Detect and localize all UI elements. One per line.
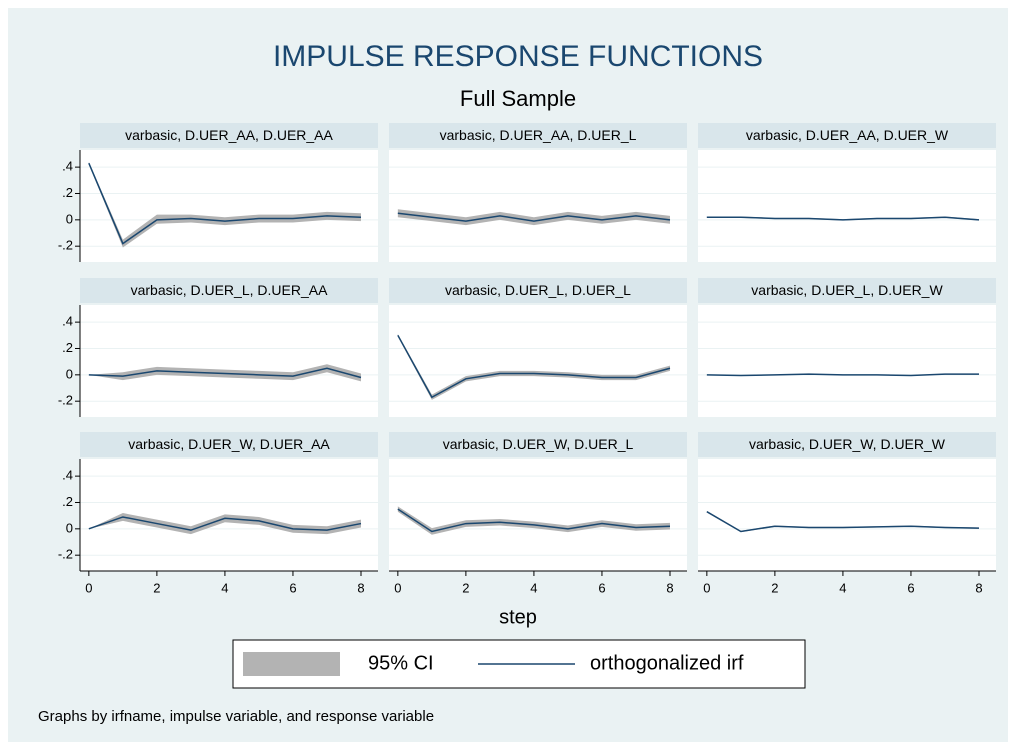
x-tick-label: 4 <box>839 580 846 595</box>
x-tick-label: 6 <box>907 580 914 595</box>
y-tick-label: .2 <box>62 494 73 509</box>
panel-header <box>80 278 378 303</box>
panel-header <box>389 278 687 303</box>
y-tick-label: .4 <box>62 314 73 329</box>
y-tick-label: -.2 <box>58 238 73 253</box>
irf-line <box>88 516 362 531</box>
x-tick-label: 0 <box>85 580 92 595</box>
x-axis-label: step <box>499 606 537 628</box>
panel-header <box>389 123 687 148</box>
y-tick-label: 0 <box>66 520 73 535</box>
panel-header <box>698 123 996 148</box>
irf-line <box>88 367 362 379</box>
irf-line <box>706 373 979 377</box>
plot-area <box>698 150 996 262</box>
y-tick-label: .4 <box>62 468 73 483</box>
x-tick-label: 2 <box>771 580 778 595</box>
x-tick-label: 8 <box>357 580 364 595</box>
irf-line <box>88 162 362 245</box>
legend-label: orthogonalized irf <box>590 652 744 674</box>
legend-label: 95% CI <box>368 652 434 674</box>
plot-area <box>80 150 378 262</box>
panel-header <box>80 432 378 457</box>
plot-area <box>698 459 996 571</box>
panel-header <box>80 123 378 148</box>
panel-header <box>698 432 996 457</box>
panel-title: varbasic, D.UER_L, D.UER_W <box>751 282 943 298</box>
panel-title: varbasic, D.UER_W, D.UER_AA <box>128 436 330 452</box>
y-tick-label: 0 <box>66 366 73 381</box>
x-tick-label: 4 <box>530 580 537 595</box>
plot-area <box>389 150 687 262</box>
plot-area <box>80 305 378 417</box>
x-tick-label: 8 <box>666 580 673 595</box>
y-tick-label: -.2 <box>58 393 73 408</box>
x-tick-label: 4 <box>221 580 228 595</box>
x-tick-label: 6 <box>598 580 605 595</box>
note: Graphs by irfname, impulse variable, and… <box>38 708 434 725</box>
y-tick-label: .2 <box>62 185 73 200</box>
irf-line <box>397 334 671 399</box>
plot-area <box>389 305 687 417</box>
y-tick-label: .4 <box>62 159 73 174</box>
panel-title: varbasic, D.UER_W, D.UER_W <box>749 436 946 452</box>
y-tick-label: 0 <box>66 211 73 226</box>
x-tick-label: 0 <box>703 580 710 595</box>
chart-subtitle: Full Sample <box>460 86 576 111</box>
chart-title: IMPULSE RESPONSE FUNCTIONS <box>273 40 763 73</box>
panel-title: varbasic, D.UER_AA, D.UER_AA <box>125 127 333 143</box>
x-tick-label: 8 <box>975 580 982 595</box>
y-tick-label: -.2 <box>58 547 73 562</box>
panel-title: varbasic, D.UER_AA, D.UER_L <box>440 127 637 143</box>
irf-line <box>397 212 671 222</box>
x-tick-label: 2 <box>462 580 469 595</box>
y-tick-label: .2 <box>62 340 73 355</box>
panel-title: varbasic, D.UER_L, D.UER_AA <box>131 282 329 298</box>
plot-area <box>698 305 996 417</box>
x-tick-label: 0 <box>394 580 401 595</box>
plot-area <box>389 459 687 571</box>
panel-header <box>698 278 996 303</box>
irf-line <box>397 508 671 533</box>
legend-swatch <box>243 652 340 676</box>
panel-title: varbasic, D.UER_L, D.UER_L <box>445 282 631 298</box>
irf-line <box>706 511 980 533</box>
panel-title: varbasic, D.UER_AA, D.UER_W <box>746 127 949 143</box>
x-tick-label: 6 <box>289 580 296 595</box>
panel-header <box>389 432 687 457</box>
irf-line <box>706 216 980 221</box>
panel-title: varbasic, D.UER_W, D.UER_L <box>443 436 634 452</box>
x-tick-label: 2 <box>153 580 160 595</box>
